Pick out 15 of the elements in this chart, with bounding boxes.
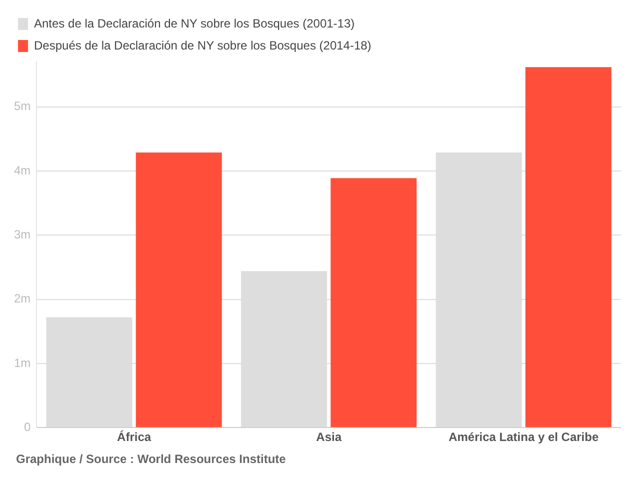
- y-tick-label: 1m: [14, 356, 31, 370]
- legend-label: Después de la Declaración de NY sobre los Bosques (2014-18): [34, 38, 372, 52]
- y-tick-label: 0: [24, 420, 31, 434]
- y-tick-label: 4m: [14, 163, 31, 178]
- x-tick-label: África: [117, 430, 152, 444]
- x-tick-label: América Latina y el Caribe: [448, 430, 599, 444]
- legend-label: Antes de la Declaración de NY sobre los Bosques (2001-13): [34, 16, 355, 30]
- bar: [525, 67, 612, 428]
- y-tick-label: 5m: [14, 99, 31, 114]
- bar: [136, 152, 222, 428]
- y-tick-label: 3m: [14, 227, 31, 242]
- y-tick-label: 2m: [14, 292, 31, 306]
- text: Graphique / Source : World Resources Institute: [16, 452, 287, 466]
- x-tick-label: Asia: [316, 430, 342, 444]
- bar: [330, 178, 417, 428]
